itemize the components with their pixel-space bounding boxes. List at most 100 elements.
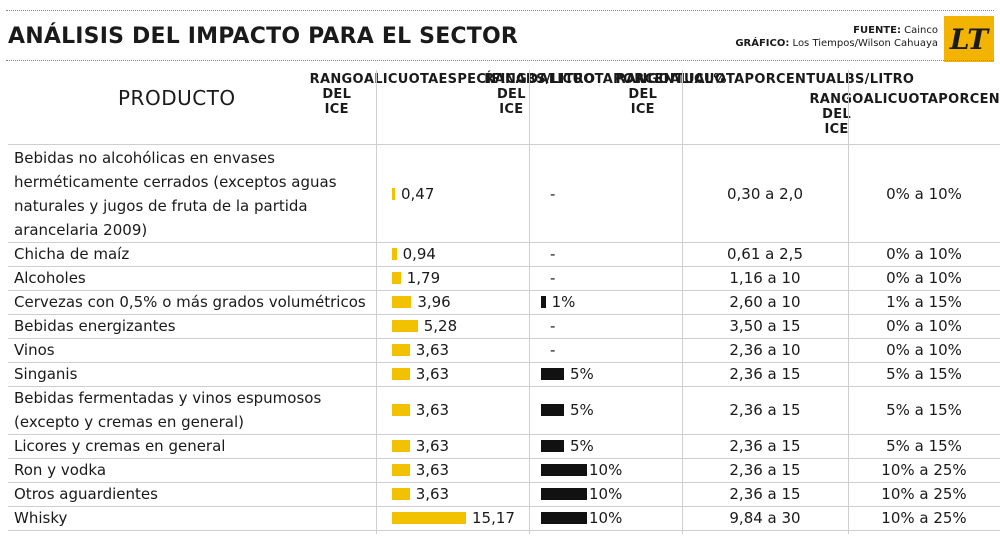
especifica-label: 3,63 — [415, 461, 450, 479]
product-line: Singanis — [14, 365, 78, 383]
porcentual-label: 5% — [570, 401, 594, 419]
row-divider — [8, 458, 1000, 459]
porcentual-label: 5% — [570, 437, 594, 455]
porcentual-bar — [541, 440, 564, 452]
rango-bs: 2,60 a 10 — [729, 293, 801, 311]
rango-pct: 5% a 15% — [886, 401, 962, 419]
especifica-label: 3,96 — [417, 293, 451, 311]
newspaper-logo: LT — [944, 16, 994, 62]
porcentual-label: - — [550, 341, 556, 359]
product-name: Cervezas con 0,5% o más grados volumétri… — [14, 290, 366, 314]
product-name: Alcoholes — [14, 266, 86, 290]
especifica-bar — [392, 344, 410, 356]
header-line: RANGO DEL ICE — [309, 72, 364, 117]
porcentual-label: - — [550, 269, 556, 287]
product-line: Licores y cremas en general — [14, 437, 226, 455]
rango-bs: 0,61 a 2,5 — [727, 245, 803, 263]
rango-bs: 2,36 a 10 — [729, 341, 801, 359]
rango-bs: 1,16 a 10 — [729, 269, 801, 287]
porcentual-bar — [541, 404, 564, 416]
especifica-label: 5,28 — [423, 317, 458, 335]
especifica-bar — [392, 464, 410, 476]
product-name: Vinos — [14, 338, 55, 362]
porcentual-bar — [541, 296, 546, 308]
product-line: herméticamente cerrados (exceptos aguas — [14, 173, 337, 191]
rango-pct: 0% a 10% — [886, 245, 962, 263]
porcentual-label: 10% — [589, 461, 623, 479]
especifica-label: 3,63 — [415, 365, 450, 383]
product-name: Bebidas fermentadas y vinos espumosos (ex… — [14, 386, 321, 434]
header-line: ALICUOTA — [863, 92, 939, 107]
especifica-bar — [392, 488, 410, 500]
product-name: Singanis — [14, 362, 77, 386]
especifica-label: 1,79 — [406, 269, 441, 287]
header-producto: PRODUCTO — [118, 86, 236, 110]
especifica-bar — [392, 296, 412, 308]
product-line: Bebidas energizantes — [14, 317, 176, 335]
product-line: (excepto y cremas en general) — [14, 413, 244, 431]
porcentual-bar — [541, 512, 587, 524]
porcentual-label: - — [550, 245, 556, 263]
porcentual-label: 1% — [551, 293, 576, 311]
header-col-3: RANGO DEL ICE ALICUOTA PORCENTUAL BS/LITRO — [616, 72, 914, 142]
row-divider — [8, 434, 1000, 435]
especifica-bar — [392, 440, 410, 452]
title-rule — [6, 60, 994, 61]
porcentual-label: - — [550, 317, 556, 335]
product-name: Bebidas energizantes — [14, 314, 176, 338]
rango-pct: 1% a 15% — [886, 293, 962, 311]
rango-pct: 5% a 15% — [886, 437, 962, 455]
rango-pct: 0% a 10% — [886, 185, 962, 203]
rango-bs: 2,36 a 15 — [729, 437, 801, 455]
rango-bs: 9,84 a 30 — [729, 509, 801, 527]
especifica-label: 3,63 — [415, 341, 450, 359]
graphic-label: GRÁFICO: — [735, 38, 790, 49]
especifica-bar — [392, 368, 410, 380]
especifica-bar — [392, 404, 410, 416]
logo-text: LT — [949, 22, 989, 56]
header-line: ALICUOTA — [669, 72, 745, 87]
rango-bs: 0,30 a 2,0 — [727, 185, 803, 203]
rango-pct: 10% a 25% — [881, 485, 967, 503]
product-name: Licores y cremas en general — [14, 434, 225, 458]
row-divider — [8, 362, 1000, 363]
product-line: Bebidas fermentadas y vinos espumosos — [14, 389, 322, 407]
rango-bs: 2,36 a 15 — [729, 485, 801, 503]
especifica-label: 3,63 — [415, 437, 450, 455]
product-line: arancelaria 2009) — [14, 221, 148, 239]
rango-pct: 0% a 10% — [886, 317, 962, 335]
rango-bs: 2,36 a 15 — [729, 365, 801, 383]
source-value: Cainco — [904, 25, 938, 36]
rango-bs: 2,36 a 15 — [729, 401, 801, 419]
product-line: naturales y jugos de fruta de la partida — [14, 197, 308, 215]
especifica-bar — [392, 188, 395, 200]
row-divider — [8, 386, 1000, 387]
especifica-label: 0,94 — [402, 245, 436, 263]
porcentual-label: 10% — [589, 485, 623, 503]
source-label: FUENTE: — [853, 25, 901, 36]
rango-pct: 10% a 25% — [881, 461, 967, 479]
row-divider — [8, 314, 1000, 315]
chart-title: ANÁLISIS DEL IMPACTO PARA EL SECTOR — [8, 24, 519, 49]
porcentual-bar — [541, 464, 587, 476]
product-line: Bebidas no alcohólicas en envases — [14, 149, 275, 167]
rango-pct: 0% a 10% — [886, 269, 962, 287]
product-name: Bebidas no alcohólicas en envases herméti… — [14, 146, 337, 242]
row-divider — [8, 266, 1000, 267]
row-divider — [8, 338, 1000, 339]
credits: FUENTE: Cainco GRÁFICO: Los Tiempos/Wils… — [735, 24, 938, 50]
row-divider — [8, 482, 1000, 483]
product-name: Ron y vodka — [14, 458, 106, 482]
header-line: PORCENTUAL — [938, 92, 1000, 107]
header-line: BS/LITRO — [525, 72, 596, 87]
product-line: Otros aguardientes — [14, 485, 158, 503]
rango-pct: 0% a 10% — [886, 341, 962, 359]
especifica-label: 15,17 — [472, 509, 515, 527]
column-divider — [682, 70, 683, 534]
especifica-bar — [392, 248, 397, 260]
especifica-label: 3,63 — [415, 401, 450, 419]
product-line: Cervezas con 0,5% o más grados volumétri… — [14, 293, 366, 311]
header-line: ESPECÍFICA — [438, 72, 526, 87]
rango-pct: 10% a 25% — [881, 509, 967, 527]
